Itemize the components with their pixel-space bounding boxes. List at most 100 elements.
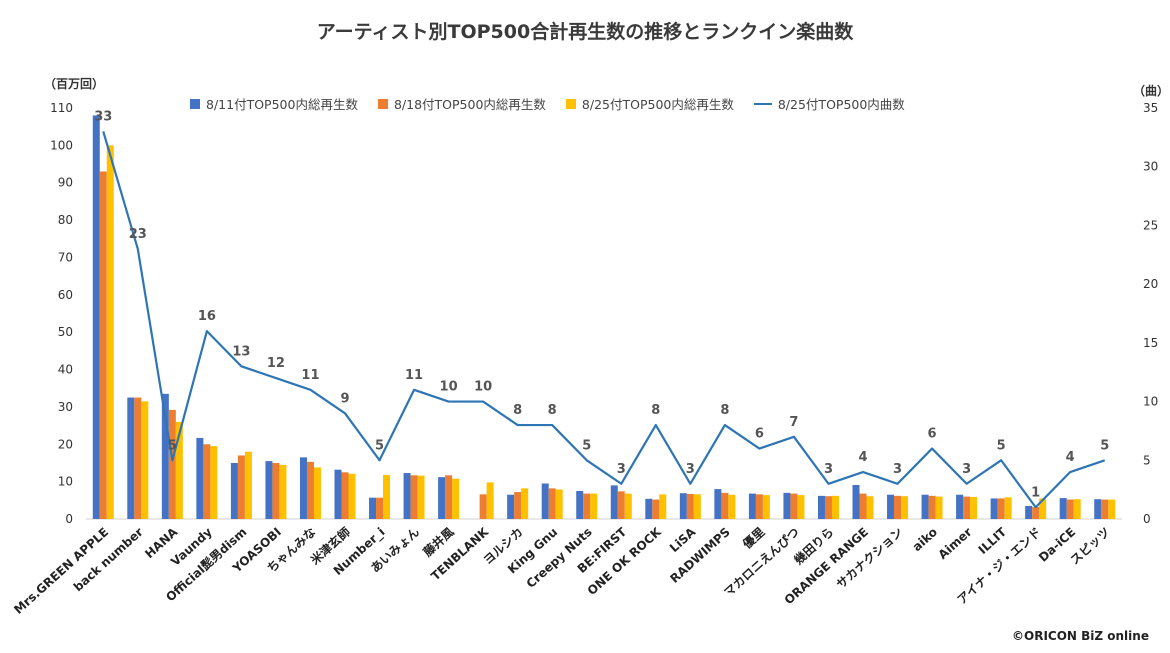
bar-3-19 xyxy=(728,494,736,519)
song-count-data-label: 8 xyxy=(548,403,557,418)
bar-1-3 xyxy=(161,393,169,519)
song-count-data-label: 9 xyxy=(340,391,349,406)
left-axis-tick-label: 90 xyxy=(58,176,73,190)
bar-3-3 xyxy=(175,421,183,519)
bar-3-14 xyxy=(555,489,563,519)
left-axis-tick-label: 0 xyxy=(65,512,73,526)
song-count-data-label: 3 xyxy=(686,462,695,477)
left-axis-tick-label: 60 xyxy=(58,288,73,302)
bar-1-26 xyxy=(956,494,964,519)
bar-1-22 xyxy=(817,495,825,519)
right-axis-tick-label: 5 xyxy=(1143,453,1151,467)
bar-2-13 xyxy=(514,492,522,519)
bar-1-11 xyxy=(438,477,446,519)
bar-2-5 xyxy=(237,455,245,519)
bar-2-20 xyxy=(755,494,763,519)
bar-2-16 xyxy=(617,491,625,519)
bar-1-21 xyxy=(783,492,791,519)
bar-2-3 xyxy=(168,409,176,519)
bar-3-11 xyxy=(452,478,460,519)
legend-label-0825: 8/25付TOP500内総再生数 xyxy=(581,97,734,112)
song-count-data-label: 8 xyxy=(513,403,522,418)
chart-legend: 8/11付TOP500内総再生数 8/18付TOP500内総再生数 8/25付T… xyxy=(190,94,905,113)
song-count-data-label: 10 xyxy=(440,380,458,395)
right-axis-tick-label: 30 xyxy=(1143,160,1158,174)
bar-3-26 xyxy=(970,496,978,519)
left-axis-tick-label: 50 xyxy=(58,325,73,339)
bar-1-8 xyxy=(334,469,342,519)
song-count-data-label: 33 xyxy=(94,109,112,124)
song-count-data-label: 8 xyxy=(720,403,729,418)
legend-label-0811: 8/11付TOP500内総再生数 xyxy=(206,97,358,112)
legend-swatch-song-count xyxy=(753,102,772,105)
left-axis-tick-label: 110 xyxy=(50,101,73,115)
bar-1-28 xyxy=(1025,505,1033,519)
left-axis-tick-label: 40 xyxy=(58,363,73,377)
bar-3-8 xyxy=(348,473,356,519)
bar-3-21 xyxy=(797,495,805,519)
right-axis-tick-label: 10 xyxy=(1143,395,1158,409)
bar-2-19 xyxy=(721,492,729,519)
bar-2-28 xyxy=(1032,507,1040,519)
left-axis-unit-label: （百万回） xyxy=(44,77,105,91)
bar-3-9 xyxy=(383,474,391,519)
bar-3-4 xyxy=(210,446,218,519)
bar-1-6 xyxy=(265,461,273,519)
legend-item-0818: 8/18付TOP500内総再生数 xyxy=(377,94,546,113)
bar-1-24 xyxy=(887,494,895,519)
bar-2-12 xyxy=(479,494,487,519)
right-axis-tick-label: 20 xyxy=(1143,277,1158,291)
bar-2-9 xyxy=(376,497,384,519)
bar-1-15 xyxy=(576,490,584,519)
song-count-data-label: 4 xyxy=(858,450,867,465)
legend-item-0825: 8/25付TOP500内総再生数 xyxy=(565,94,734,113)
bar-3-27 xyxy=(1004,497,1012,519)
bar-1-1 xyxy=(92,115,100,520)
legend-swatch-0811 xyxy=(190,98,200,109)
bar-2-22 xyxy=(824,496,832,519)
song-count-data-label: 6 xyxy=(928,427,937,442)
bar-3-25 xyxy=(935,496,943,519)
right-axis-tick-label: 25 xyxy=(1143,218,1158,232)
bar-3-16 xyxy=(624,493,632,519)
left-axis-tick-label: 70 xyxy=(58,250,73,264)
bar-2-11 xyxy=(445,475,453,519)
bar-1-5 xyxy=(230,462,238,519)
right-axis-tick-label: 35 xyxy=(1143,101,1158,115)
song-count-data-label: 12 xyxy=(267,356,285,371)
song-count-data-label: 10 xyxy=(474,380,492,395)
category-tick-label: Aimer xyxy=(936,525,975,562)
bar-3-20 xyxy=(762,495,770,519)
song-count-line xyxy=(102,131,1106,509)
bar-1-23 xyxy=(852,484,860,519)
bar-1-25 xyxy=(921,494,929,519)
left-axis-tick-label: 80 xyxy=(58,213,73,227)
legend-item-song-count: 8/25付TOP500内曲数 xyxy=(753,94,905,113)
bar-3-30 xyxy=(1108,499,1116,519)
legend-label-0818: 8/18付TOP500内総再生数 xyxy=(393,97,546,112)
left-axis-tick-label: 30 xyxy=(58,400,73,414)
legend-label-song-count: 8/25付TOP500内曲数 xyxy=(777,97,905,112)
bar-3-6 xyxy=(279,464,287,519)
song-count-data-label: 7 xyxy=(789,415,798,430)
song-count-data-label: 4 xyxy=(1066,450,1075,465)
bar-1-2 xyxy=(127,397,135,519)
bar-2-27 xyxy=(997,498,1005,519)
chart-title: アーティスト別TOP500合計再生数の推移とランクイン楽曲数 xyxy=(316,21,854,43)
song-count-data-label: 13 xyxy=(232,344,250,359)
bar-2-21 xyxy=(790,493,798,519)
song-count-data-label: 5 xyxy=(997,438,1006,453)
bar-2-24 xyxy=(894,495,902,519)
left-axis-tick-label: 10 xyxy=(58,475,73,489)
bar-2-6 xyxy=(272,462,280,519)
bar-3-18 xyxy=(693,494,701,519)
song-count-data-label: 5 xyxy=(375,438,384,453)
bar-1-4 xyxy=(196,437,204,519)
source-credit: ©ORICON BiZ online xyxy=(1012,629,1149,643)
song-count-data-label: 5 xyxy=(168,438,177,453)
bar-3-1 xyxy=(106,145,114,519)
song-count-data-label: 11 xyxy=(301,368,319,383)
bar-2-23 xyxy=(859,493,867,519)
